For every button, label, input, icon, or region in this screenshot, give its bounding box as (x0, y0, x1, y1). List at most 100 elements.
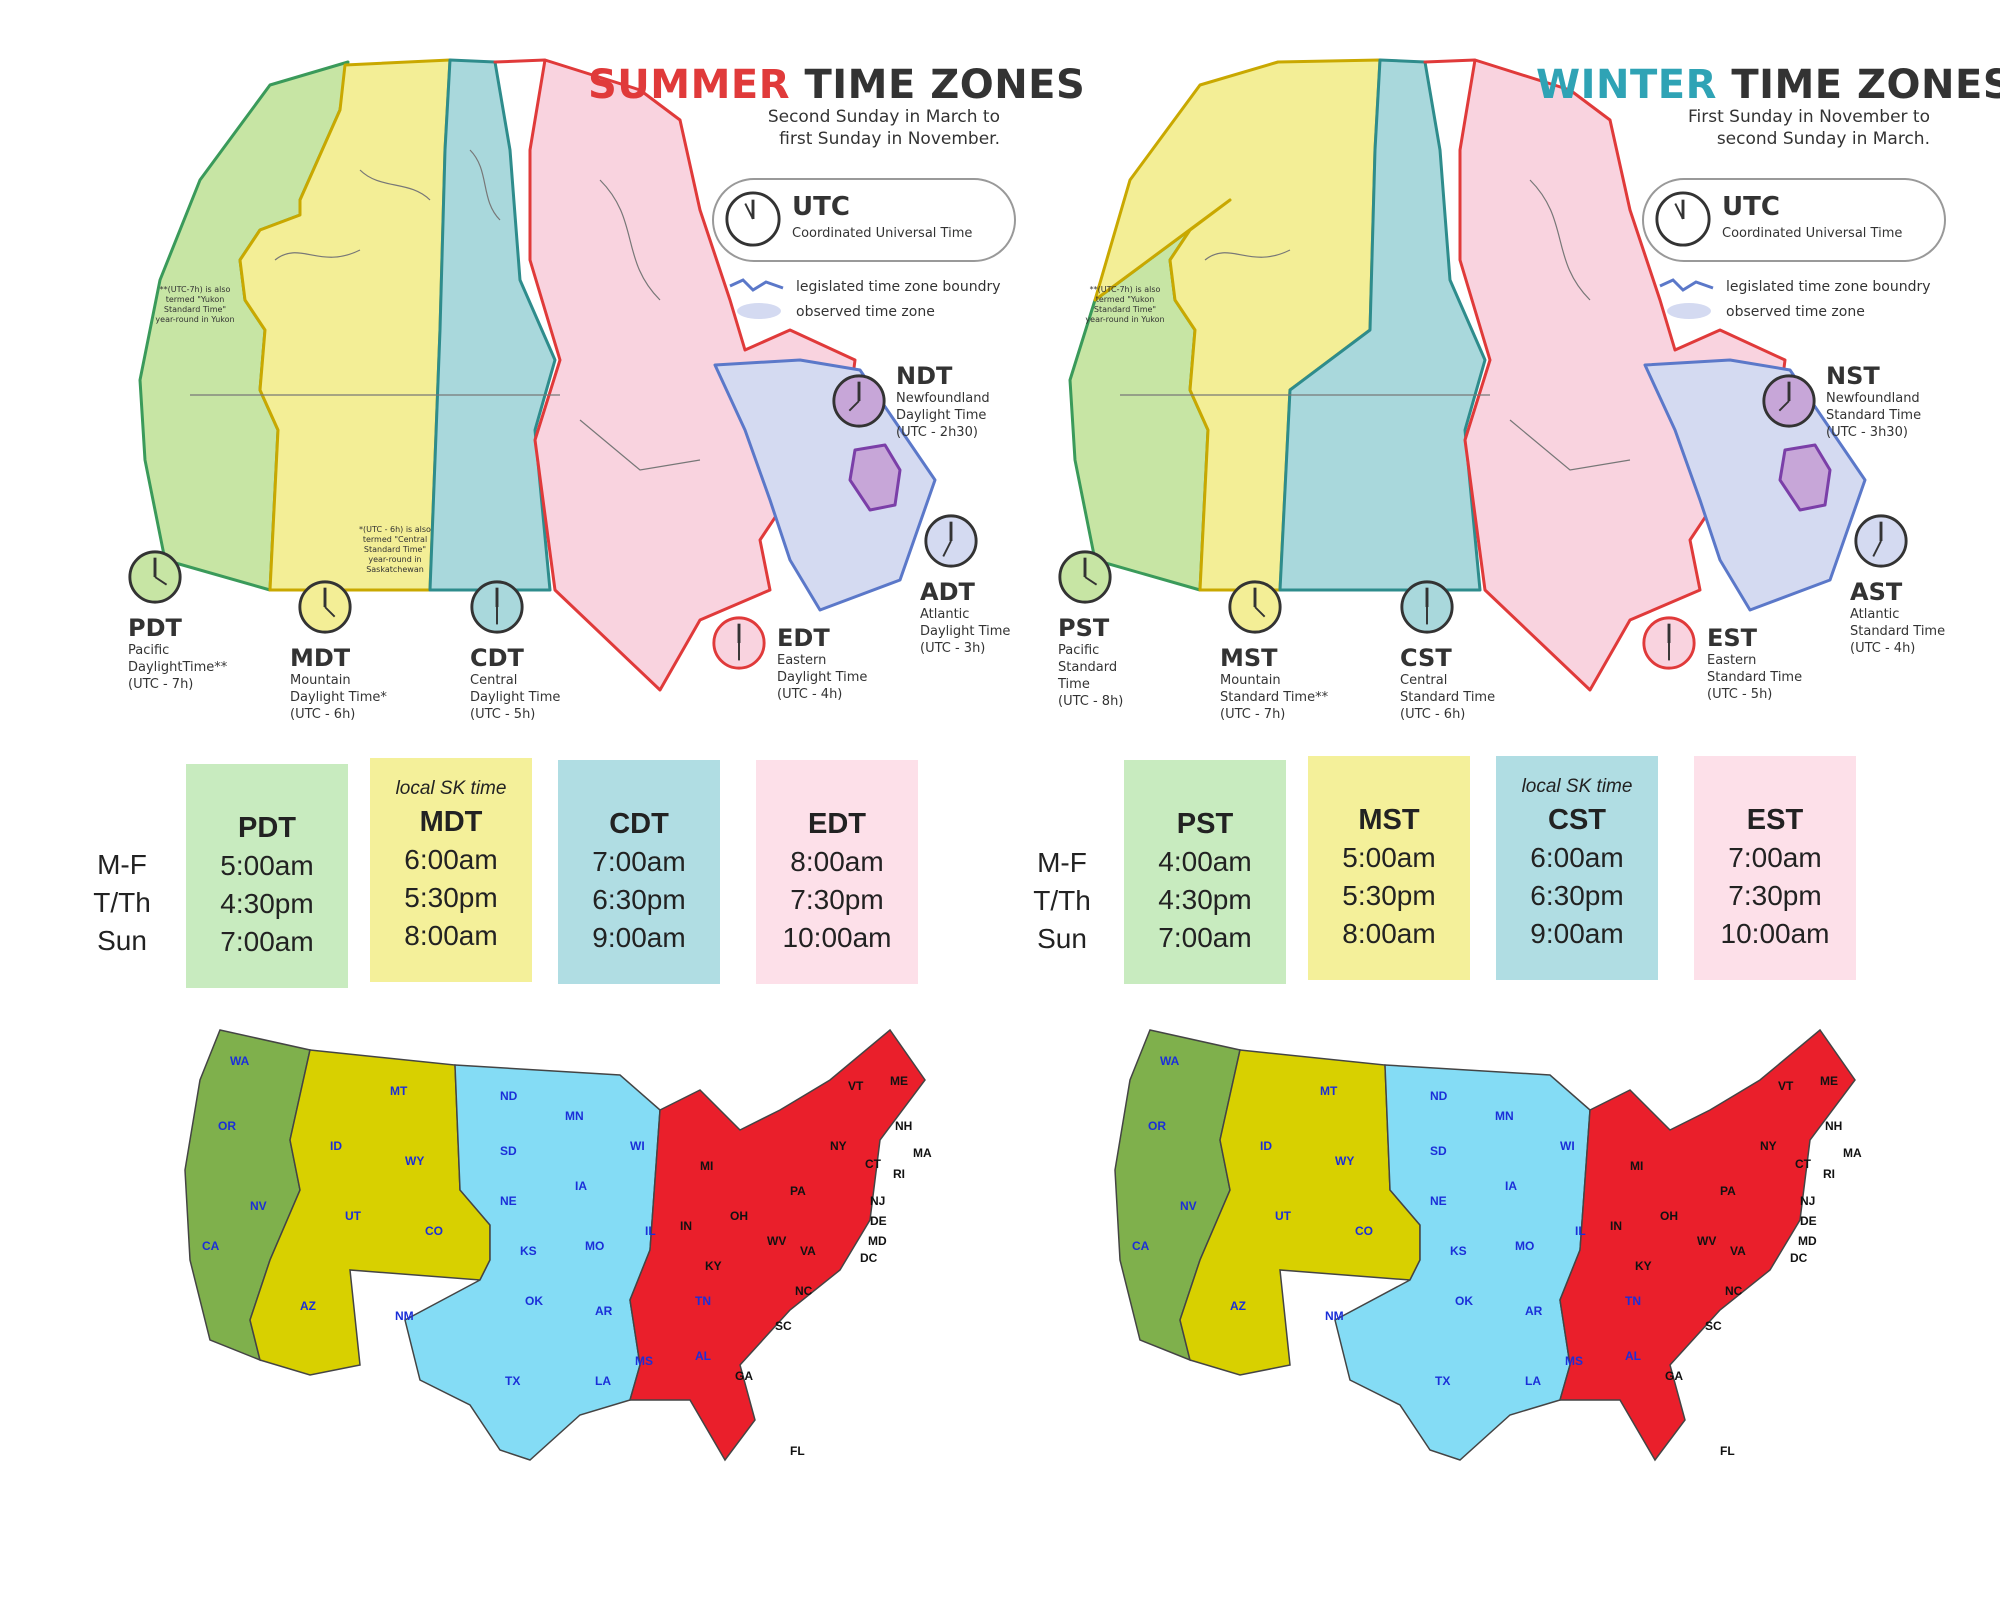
winter-box-abbr: MST (1358, 804, 1420, 836)
summer-mdt-mf: 6:00am (404, 844, 498, 875)
cdt-abbr: CDT (470, 644, 524, 672)
summer-cdt-mf: 7:00am (592, 846, 686, 877)
mst-name: Mountain Standard Time** (1220, 673, 1329, 705)
winter-row-sun: Sun (1037, 923, 1087, 954)
summer-utc-sub: Coordinated Universal Time (792, 226, 973, 241)
winter-yukon-note: **(UTC-7h) is also termed "Yukon Standar… (1085, 285, 1165, 324)
state-il: IL (645, 1224, 656, 1238)
winter-title: WINTER TIME ZONES (1536, 62, 2000, 108)
winter-row-tth: T/Th (1033, 885, 1091, 916)
summer-sask-note: *(UTC - 6h) is also termed "Central Stan… (359, 525, 431, 574)
edt-name: Eastern Daylight Time (777, 653, 868, 685)
winter-box-abbr: PST (1176, 808, 1234, 840)
winter-mst-mf: 5:00am (1342, 842, 1436, 873)
winter-panel: WINTER TIME ZONES First Sunday in Novemb… (930, 0, 2000, 1600)
state-sd: SD (500, 1144, 517, 1158)
state-ok: OK (525, 1294, 543, 1308)
state-al: AL (1625, 1349, 1641, 1363)
pst-name: Pacific Standard Time (1058, 643, 1118, 692)
state-ri: RI (1823, 1167, 1835, 1181)
summer-box-cdt: CDT 7:00am 6:30pm 9:00am (558, 760, 720, 984)
state-az: AZ (1230, 1299, 1246, 1313)
est-offset: (UTC - 5h) (1707, 687, 1773, 702)
state-nc: NC (1725, 1284, 1743, 1298)
state-ms: MS (635, 1354, 653, 1368)
winter-row-labels: M-F T/Th Sun (1022, 844, 1102, 958)
state-ut: UT (1275, 1209, 1292, 1223)
state-nv: NV (250, 1199, 267, 1213)
nst-label: NST Newfoundland Standard Time (UTC - 3h30… (1826, 362, 1936, 441)
mst-clock-icon (1228, 580, 1282, 634)
state-nm: NM (1325, 1309, 1344, 1323)
cst-clock-icon (1400, 580, 1454, 634)
nst-name: Newfoundland Standard Time (1826, 391, 1922, 423)
winter-row-mf: M-F (1037, 847, 1087, 878)
state-ca: CA (202, 1239, 220, 1253)
pdt-offset: (UTC - 7h) (128, 677, 194, 692)
state-ok: OK (1455, 1294, 1473, 1308)
pdt-name: Pacific DaylightTime** (128, 643, 228, 675)
nst-clock-icon (1762, 374, 1816, 428)
winter-est-mf: 7:00am (1728, 842, 1822, 873)
ndt-offset: (UTC - 2h30) (896, 425, 978, 440)
us-eastern-zone (1559, 1028, 1856, 1462)
est-label: EST Eastern Standard Time (UTC - 5h) (1707, 624, 1807, 703)
state-ut: UT (345, 1209, 362, 1223)
summer-utc-legend: UTC Coordinated Universal Time (712, 178, 1016, 262)
state-tx: TX (1435, 1374, 1450, 1388)
observed-legend-icon (1667, 303, 1711, 319)
state-il: IL (1575, 1224, 1586, 1238)
utc-clock-icon (725, 191, 781, 247)
state-wi: WI (630, 1139, 645, 1153)
state-ma: MA (913, 1146, 932, 1160)
summer-legend-observed: observed time zone (796, 304, 935, 320)
canada-winter-map (1068, 58, 1867, 692)
us-eastern-zone (629, 1028, 926, 1462)
state-wy: WY (1335, 1154, 1354, 1168)
state-ga: GA (1665, 1369, 1683, 1383)
state-ct: CT (865, 1157, 882, 1171)
state-mo: MO (1515, 1239, 1534, 1253)
pdt-clock-icon (128, 550, 182, 604)
state-ny: NY (830, 1139, 847, 1153)
winter-mst-tth: 5:30pm (1342, 880, 1436, 911)
cdt-clock-icon (470, 580, 524, 634)
summer-panel: SUMMER TIME ZONES Second Sunday in March… (93, 58, 1085, 1462)
boundary-legend-icon (729, 278, 784, 292)
state-ms: MS (1565, 1354, 1583, 1368)
cst-offset: (UTC - 6h) (1400, 707, 1466, 722)
winter-legend-observed: observed time zone (1726, 304, 1865, 320)
state-az: AZ (300, 1299, 316, 1313)
summer-subtitle-line1: Second Sunday in March to (767, 107, 1000, 127)
state-la: LA (1525, 1374, 1541, 1388)
state-de: DE (1800, 1214, 1817, 1228)
summer-box-edt: EDT 8:00am 7:30pm 10:00am (756, 760, 918, 984)
mdt-clock-icon (298, 580, 352, 634)
winter-box-cst: local SK time CST 6:00am 6:30pm 9:00am (1496, 756, 1658, 980)
summer-local-sk: local SK time (395, 778, 507, 799)
summer-edt-mf: 8:00am (790, 846, 884, 877)
state-or: OR (1148, 1119, 1166, 1133)
observed-legend-icon (737, 303, 781, 319)
state-ne: NE (1430, 1194, 1447, 1208)
state-or: OR (218, 1119, 236, 1133)
state-me: ME (890, 1074, 908, 1088)
cdt-name: Central Daylight Time (470, 673, 561, 705)
ndt-name: Newfoundland Daylight Time (896, 391, 990, 423)
us-summer-map: WA OR CA NV ID MT WY UT CO AZ NM ND SD N… (184, 1028, 932, 1462)
state-oh: OH (730, 1209, 748, 1223)
summer-box-abbr: MDT (419, 806, 483, 838)
mst-label: MST Mountain Standard Time** (UTC - 7h) (1220, 644, 1330, 723)
pst-abbr: PST (1058, 614, 1110, 642)
summer-mdt-sun: 8:00am (404, 920, 498, 951)
edt-abbr: EDT (777, 624, 830, 652)
state-ga: GA (735, 1369, 753, 1383)
central-zone (428, 58, 557, 592)
winter-est-sun: 10:00am (1720, 918, 1830, 949)
est-abbr: EST (1707, 624, 1758, 652)
winter-title-rest: TIME ZONES (1731, 62, 2000, 108)
summer-row-tth: T/Th (93, 887, 151, 918)
summer-pdt-tth: 4:30pm (220, 888, 314, 919)
state-me: ME (1820, 1074, 1838, 1088)
mdt-name: Mountain Daylight Time* (290, 673, 387, 705)
